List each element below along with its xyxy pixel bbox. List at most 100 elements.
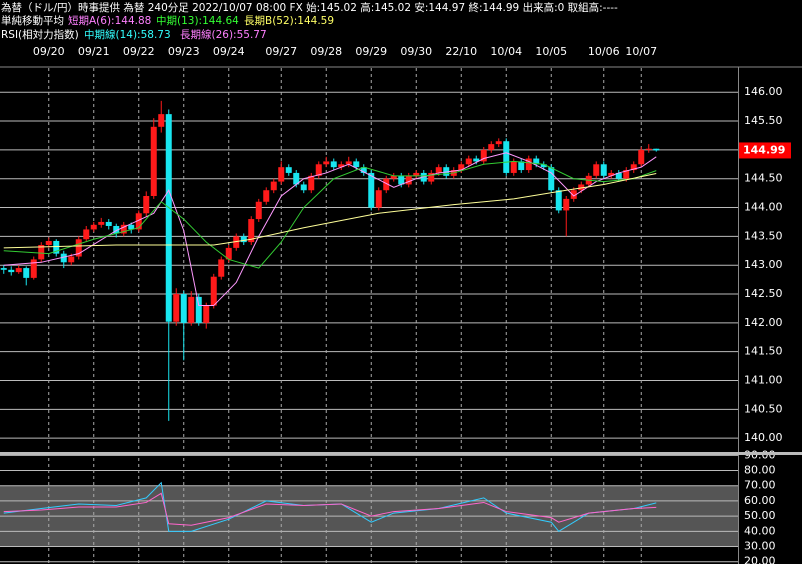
candle-body [270,181,277,191]
panel-separator [0,452,802,455]
y-tick-label: 143.00 [744,258,783,271]
candle-body [510,161,517,173]
x-tick-label: 10/07 [625,45,657,58]
candle-body [165,114,172,322]
candle-body [323,161,330,165]
candle-body [458,164,465,171]
y-tick-label: 80.00 [744,464,776,477]
x-tick-label: 09/30 [400,45,432,58]
x-tick-label: 09/20 [33,45,65,58]
y-tick-label: 40.00 [744,524,776,537]
candle-body [75,239,82,257]
candle-body [368,172,375,208]
candle-body [285,167,292,173]
candle-body [120,224,127,234]
candle-body [0,268,7,270]
candle-body [53,240,60,254]
rsi-label: RSI(相対力指数) [1,28,79,41]
candle-body [645,148,652,150]
candle-body [135,213,142,230]
x-tick-label: 09/27 [265,45,297,58]
candle-body [405,175,412,185]
candle-body [480,149,487,162]
last-price-label: 144.99 [743,143,785,156]
candle-body [278,167,285,182]
y-tick-label: 50.00 [744,509,776,522]
y-tick-label: 20.00 [744,555,776,564]
candle-body [30,259,37,278]
candle-body [173,294,180,322]
candle-body [548,167,555,191]
candle-body [518,161,525,171]
candle-body [465,158,472,165]
ma-label: 単純移動平均 [1,14,64,27]
candle-body [375,190,382,208]
x-tick-label: 09/21 [78,45,110,58]
x-tick-label: 10/04 [490,45,522,58]
candle-body [600,164,607,176]
header-line: 為替（ドル/円）時事提供 為替 240分足 2022/10/07 08:00 F… [1,1,618,14]
candle-body [383,178,390,191]
candle-body [113,225,120,234]
candle-body [293,172,300,185]
candle-body [45,240,52,246]
moving-average [3,160,657,269]
candle-body [390,175,397,179]
candle-body [570,190,577,199]
y-tick-label: 141.00 [744,374,783,387]
candle-body [578,184,585,191]
moving-average [3,152,657,307]
candle-body [98,221,105,225]
candle-body [143,196,150,214]
candle-body [263,190,270,202]
candle-body [473,158,480,162]
candle-body [23,268,30,278]
candle-body [555,190,562,211]
candle-body [623,170,630,179]
y-tick-label: 140.50 [744,402,783,415]
candle-body [105,221,112,226]
x-tick-label: 09/28 [310,45,342,58]
candle-body [638,149,645,165]
candle-body [195,296,202,323]
y-tick-label: 144.00 [744,201,783,214]
candle-body [525,158,532,171]
candle-body [608,172,615,176]
candle-body [83,229,90,240]
candle-body [233,236,240,248]
x-tick-label: 10/05 [535,45,567,58]
x-tick-label: 09/23 [168,45,200,58]
candle-body [225,247,232,260]
candle-body [60,253,67,263]
candle-body [240,236,247,243]
ma-mid: 中期(13):144.64 [156,14,239,27]
candle-body [653,148,660,151]
y-tick-label: 143.50 [744,229,783,242]
candle-body [315,164,322,176]
candle-body [353,161,360,168]
candle-body [503,141,510,173]
y-tick-label: 30.00 [744,540,776,553]
x-tick-label: 10/06 [588,45,620,58]
candle-body [330,161,337,168]
candle-body [90,224,97,230]
candle-body [158,114,165,127]
candle-body [593,164,600,176]
candle-body [203,305,210,323]
candle-body [210,276,217,306]
candle-body [345,161,352,165]
candle-body [255,201,262,220]
candle-body [428,172,435,182]
ma-short: 短期A(6):144.88 [68,14,151,27]
candle-body [360,167,367,173]
candle-body [15,268,22,273]
rsi-long: 長期線(26):55.77 [180,28,267,41]
candle-body [38,245,45,260]
candle-body [488,144,495,150]
candle-body [128,224,135,230]
x-tick-label: 22/10 [445,45,477,58]
y-tick-label: 142.00 [744,316,783,329]
y-tick-label: 70.00 [744,479,776,492]
y-tick-label: 142.50 [744,287,783,300]
